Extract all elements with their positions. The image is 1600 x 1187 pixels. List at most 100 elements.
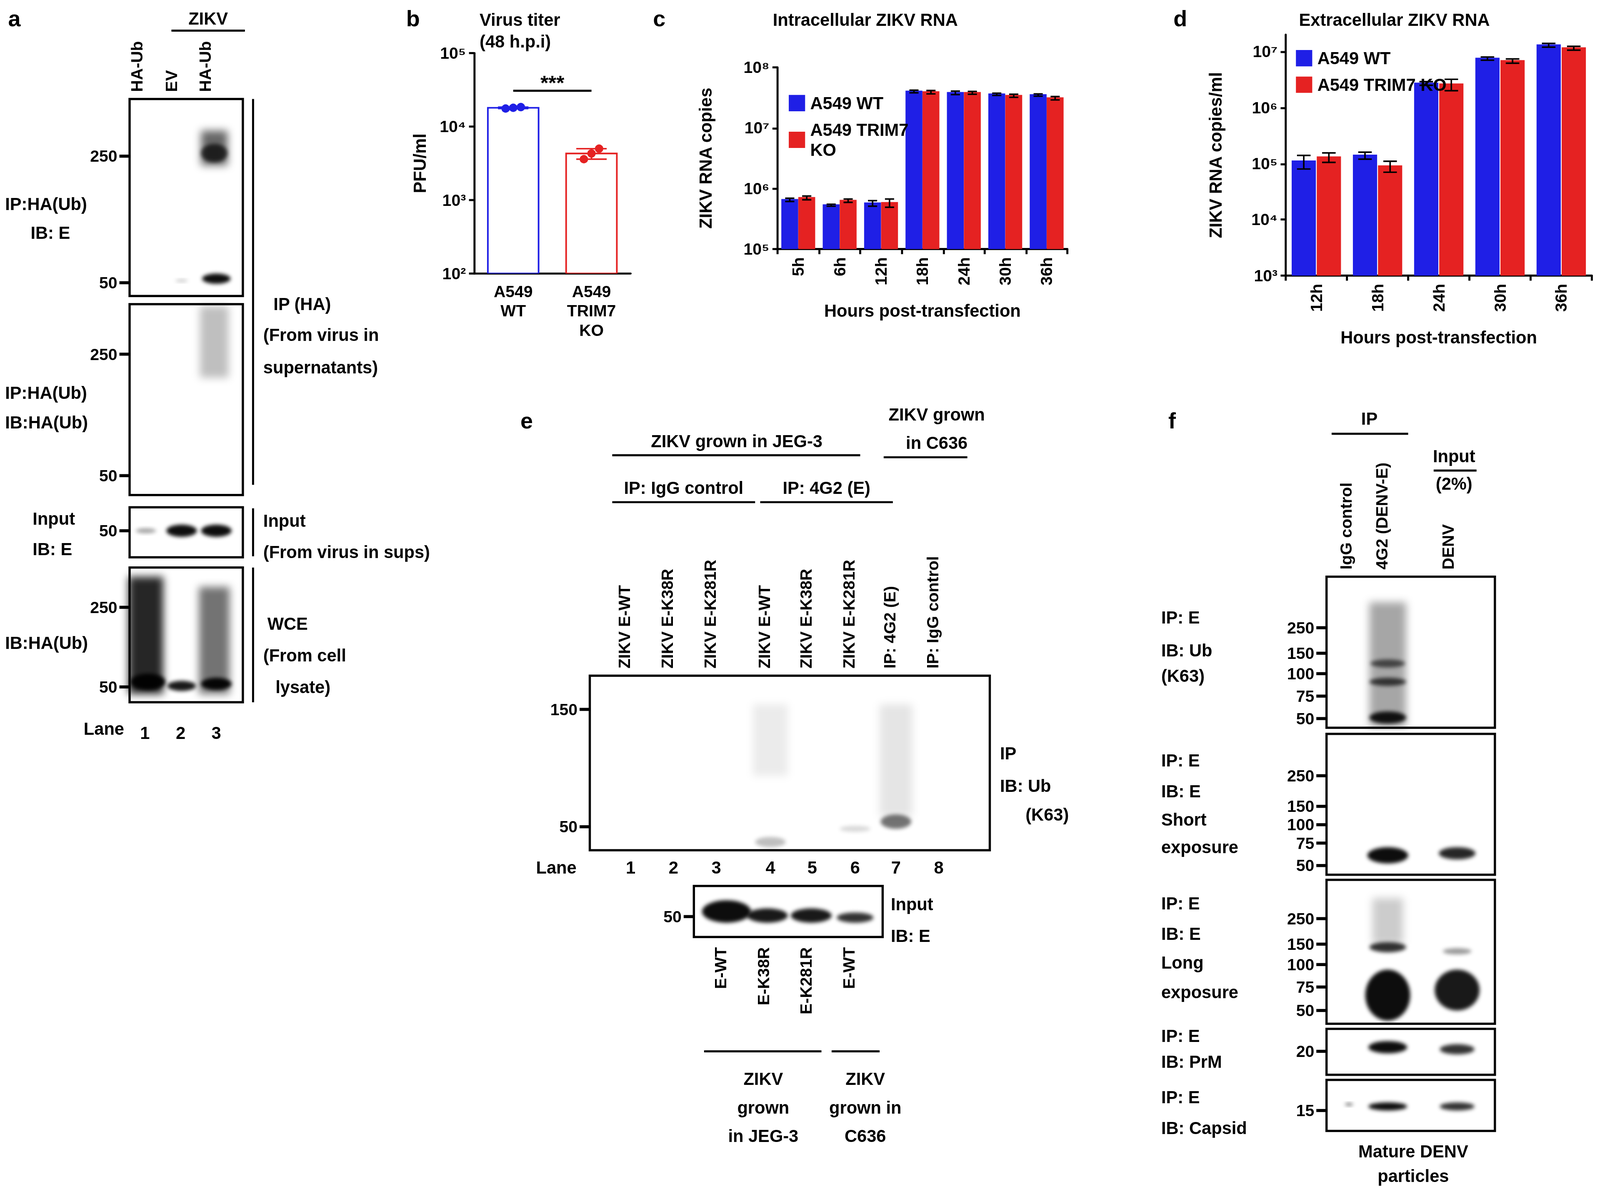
- svg-text:5: 5: [807, 857, 818, 878]
- svg-text:250: 250: [1287, 766, 1315, 785]
- svg-text:exposure: exposure: [1161, 982, 1239, 1002]
- svg-text:IP (HA): IP (HA): [273, 294, 331, 314]
- svg-text:(From cell: (From cell: [263, 645, 347, 665]
- svg-text:75: 75: [1296, 687, 1315, 705]
- svg-text:6h: 6h: [830, 257, 849, 277]
- svg-text:IB: E: IB: E: [32, 539, 73, 559]
- svg-text:ZIKV E-WT: ZIKV E-WT: [615, 585, 634, 669]
- svg-text:100: 100: [1287, 815, 1315, 834]
- svg-text:10⁴: 10⁴: [1251, 210, 1278, 229]
- svg-text:10⁵: 10⁵: [1251, 154, 1278, 173]
- svg-text:IB: Ub: IB: Ub: [1000, 775, 1052, 796]
- svg-text:10⁶: 10⁶: [1252, 98, 1278, 117]
- svg-text:E-K38R: E-K38R: [754, 947, 773, 1005]
- svg-text:IP: IP: [1361, 408, 1378, 429]
- svg-text:250: 250: [90, 147, 118, 165]
- svg-text:36h: 36h: [1037, 257, 1056, 286]
- svg-text:IP: IgG control: IP: IgG control: [623, 477, 744, 498]
- svg-text:KO: KO: [810, 140, 836, 160]
- svg-text:250: 250: [90, 598, 118, 617]
- svg-text:5h: 5h: [789, 257, 808, 277]
- svg-text:3: 3: [711, 857, 722, 878]
- svg-text:12h: 12h: [872, 257, 890, 286]
- svg-text:A549: A549: [572, 282, 612, 301]
- svg-text:250: 250: [1287, 618, 1315, 637]
- svg-text:1: 1: [625, 857, 636, 878]
- svg-text:Input: Input: [890, 894, 934, 914]
- svg-text:20: 20: [1296, 1042, 1315, 1060]
- svg-text:Hours post-transfection: Hours post-transfection: [1340, 327, 1538, 348]
- svg-text:***: ***: [540, 71, 565, 94]
- svg-text:24h: 24h: [1430, 283, 1448, 313]
- svg-text:E-K281R: E-K281R: [797, 947, 815, 1015]
- svg-text:(2%): (2%): [1435, 473, 1473, 494]
- svg-text:A549 TRIM7 KO: A549 TRIM7 KO: [1317, 75, 1447, 95]
- svg-text:f: f: [1168, 407, 1177, 433]
- svg-text:E-WT: E-WT: [840, 947, 858, 989]
- svg-text:150: 150: [1287, 935, 1315, 953]
- svg-text:10⁴: 10⁴: [439, 117, 466, 136]
- svg-text:10⁵: 10⁵: [440, 44, 466, 63]
- svg-text:Input: Input: [1432, 446, 1476, 466]
- svg-text:A549 WT: A549 WT: [810, 93, 884, 113]
- svg-text:24h: 24h: [955, 257, 973, 286]
- svg-text:Long: Long: [1161, 952, 1204, 973]
- svg-text:50: 50: [99, 466, 118, 485]
- svg-text:18h: 18h: [913, 257, 932, 286]
- svg-text:IB:HA(Ub): IB:HA(Ub): [5, 632, 88, 653]
- svg-text:ZIKV grown: ZIKV grown: [888, 404, 985, 425]
- svg-text:PFU/ml: PFU/ml: [410, 133, 430, 193]
- svg-text:IB: Capsid: IB: Capsid: [1161, 1117, 1248, 1138]
- svg-text:10⁸: 10⁸: [743, 58, 770, 77]
- svg-text:b: b: [406, 5, 420, 31]
- svg-text:10⁵: 10⁵: [743, 240, 770, 258]
- svg-text:250: 250: [90, 345, 118, 364]
- svg-text:18h: 18h: [1368, 283, 1387, 313]
- svg-text:IP: E: IP: E: [1161, 607, 1200, 628]
- svg-text:ZIKV E-K38R: ZIKV E-K38R: [658, 568, 677, 669]
- svg-text:ZIKV RNA copies: ZIKV RNA copies: [695, 87, 716, 229]
- svg-text:IB: E: IB: E: [890, 925, 931, 946]
- svg-text:IP: E: IP: E: [1161, 750, 1200, 770]
- svg-text:Lane: Lane: [536, 857, 577, 878]
- svg-text:ZIKV E-K38R: ZIKV E-K38R: [797, 568, 815, 669]
- svg-text:IB: E: IB: E: [30, 222, 70, 243]
- svg-text:Hours post-transfection: Hours post-transfection: [824, 300, 1021, 321]
- svg-text:(From virus in: (From virus in: [263, 325, 380, 345]
- svg-text:grown: grown: [737, 1097, 790, 1118]
- svg-text:Intracellular ZIKV RNA: Intracellular ZIKV RNA: [772, 10, 958, 30]
- svg-text:in JEG-3: in JEG-3: [727, 1125, 799, 1146]
- svg-text:12h: 12h: [1307, 283, 1326, 313]
- svg-text:100: 100: [1287, 955, 1315, 974]
- svg-text:IP: E: IP: E: [1161, 1025, 1200, 1046]
- svg-text:2: 2: [668, 857, 679, 878]
- svg-text:6: 6: [850, 857, 860, 878]
- svg-text:75: 75: [1296, 834, 1315, 853]
- svg-text:ZIKV: ZIKV: [743, 1068, 783, 1089]
- svg-text:10⁷: 10⁷: [744, 118, 770, 137]
- svg-text:DENV: DENV: [1439, 524, 1458, 570]
- svg-text:Mature DENV: Mature DENV: [1358, 1141, 1469, 1161]
- svg-text:in C636: in C636: [905, 432, 968, 453]
- svg-text:10⁶: 10⁶: [743, 179, 770, 198]
- svg-text:150: 150: [1287, 797, 1315, 815]
- svg-text:(K63): (K63): [1025, 804, 1069, 825]
- svg-text:IB: E: IB: E: [1161, 781, 1201, 801]
- svg-text:50: 50: [99, 273, 118, 292]
- svg-text:d: d: [1173, 5, 1188, 31]
- svg-text:WT: WT: [500, 301, 526, 320]
- svg-text:(K63): (K63): [1161, 665, 1205, 686]
- svg-text:KO: KO: [579, 321, 604, 340]
- svg-text:50: 50: [99, 677, 118, 696]
- svg-text:TRIM7: TRIM7: [567, 301, 617, 320]
- svg-text:10³: 10³: [1253, 266, 1278, 285]
- svg-text:ZIKV: ZIKV: [845, 1068, 885, 1089]
- svg-text:50: 50: [663, 907, 682, 926]
- svg-text:A549: A549: [493, 282, 533, 301]
- svg-text:IP: 4G2 (E): IP: 4G2 (E): [880, 585, 899, 669]
- svg-text:ZIKV E-K281R: ZIKV E-K281R: [840, 559, 858, 669]
- svg-text:50: 50: [99, 521, 118, 540]
- svg-text:10⁷: 10⁷: [1252, 42, 1278, 61]
- svg-text:Short: Short: [1161, 809, 1207, 830]
- svg-text:100: 100: [1287, 664, 1315, 683]
